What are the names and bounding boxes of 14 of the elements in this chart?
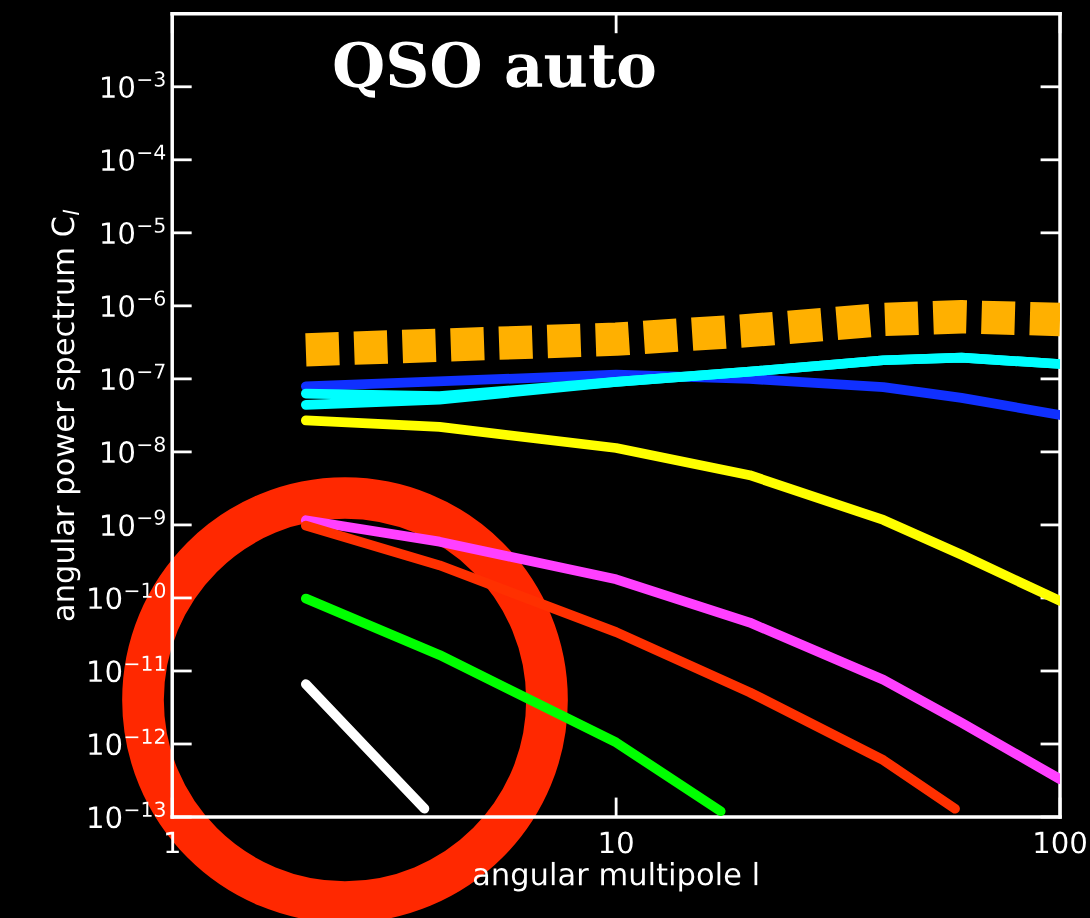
y-tick-label: 10$^{−11}$: [89, 655, 165, 683]
y-tick-label: 10$^{−8}$: [102, 436, 165, 464]
x-axis-title: angular multipole l: [473, 861, 758, 892]
y-tick-label: 10$^{−4}$: [102, 144, 166, 172]
y-tick-label: 10$^{−7}$: [102, 363, 165, 391]
y-tick-label: 10$^{−9}$: [102, 509, 165, 537]
x-tick-label: 100: [1035, 831, 1086, 854]
x-tick-label: 10: [600, 831, 633, 854]
y-axis-title: angular power spectrum C$_{l}$: [50, 209, 81, 621]
y-tick-label: 10$^{−6}$: [102, 290, 166, 318]
y-tick-label: 10$^{−3}$: [102, 71, 165, 99]
y-tick-label: 10$^{−5}$: [102, 217, 165, 245]
y-tick-label: 10$^{−12}$: [89, 728, 165, 756]
chart-title: QSO auto: [334, 41, 655, 98]
